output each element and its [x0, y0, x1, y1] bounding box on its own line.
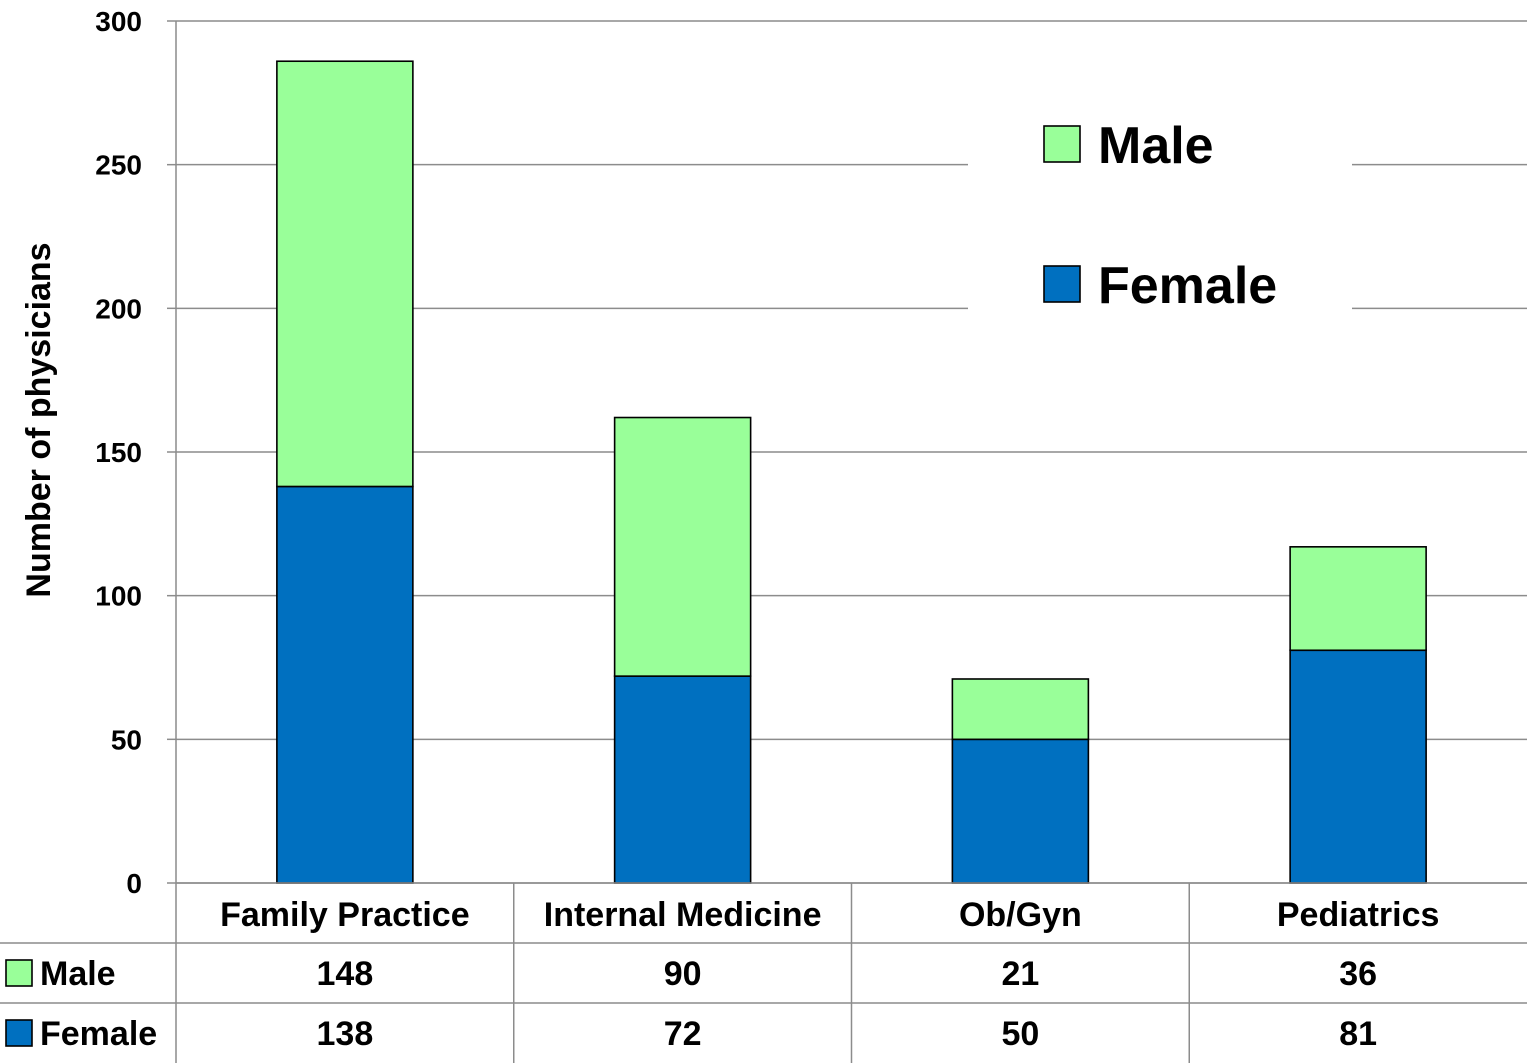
- table-value-male: 148: [317, 955, 374, 993]
- legend-swatch-female: [1043, 265, 1081, 303]
- y-tick-label: 0: [126, 868, 142, 899]
- table-value-female: 72: [664, 1015, 702, 1053]
- table-value-female: 50: [1001, 1015, 1039, 1053]
- bar-female-pediatrics: [1289, 649, 1427, 884]
- bar-male-pediatrics: [1289, 546, 1427, 652]
- table-value-female: 81: [1339, 1015, 1377, 1053]
- x-tick-label-family-practice: Family Practice: [220, 896, 469, 934]
- bar-female-internal-medicine: [613, 675, 752, 884]
- x-tick-label-pediatrics: Pediatrics: [1277, 896, 1440, 934]
- table-value-male: 90: [664, 955, 702, 993]
- bars: [276, 60, 1427, 884]
- legend: Male Female: [968, 96, 1352, 326]
- y-tick-label: 100: [95, 581, 142, 612]
- legend-background: [968, 96, 1352, 326]
- y-axis-label: Number of physicians: [20, 242, 58, 597]
- legend-label-male: Male: [1098, 117, 1214, 175]
- x-tick-label-ob-gyn: Ob/Gyn: [959, 896, 1082, 934]
- table-value-male: 36: [1339, 955, 1377, 993]
- legend-swatch-male: [1043, 125, 1081, 163]
- y-tick-labels: 0 50 100 150 200 250 300: [95, 6, 142, 899]
- legend-label-female: Female: [1098, 257, 1277, 315]
- y-tick-label: 300: [95, 6, 142, 37]
- bar-male-family-practice: [276, 60, 414, 488]
- table-value-male: 21: [1001, 955, 1039, 993]
- bar-male-internal-medicine: [613, 416, 752, 677]
- x-tick-label-internal-medicine: Internal Medicine: [544, 896, 822, 934]
- table-row-label-male: Male: [40, 955, 116, 993]
- table-row-label-female: Female: [40, 1015, 157, 1053]
- bar-female-family-practice: [276, 485, 414, 884]
- y-tick-label: 150: [95, 437, 142, 468]
- y-tick-label: 200: [95, 293, 142, 324]
- bar-male-ob-gyn: [951, 678, 1090, 741]
- y-tick-label: 50: [111, 724, 142, 755]
- data-table: Family Practice Internal Medicine Ob/Gyn Pe…: [0, 882, 1527, 1063]
- table-value-female: 138: [317, 1015, 374, 1053]
- bar-female-ob-gyn: [951, 738, 1090, 884]
- table-swatch-female: [5, 1019, 33, 1047]
- table-swatch-male: [5, 959, 33, 987]
- y-tick-label: 250: [95, 150, 142, 181]
